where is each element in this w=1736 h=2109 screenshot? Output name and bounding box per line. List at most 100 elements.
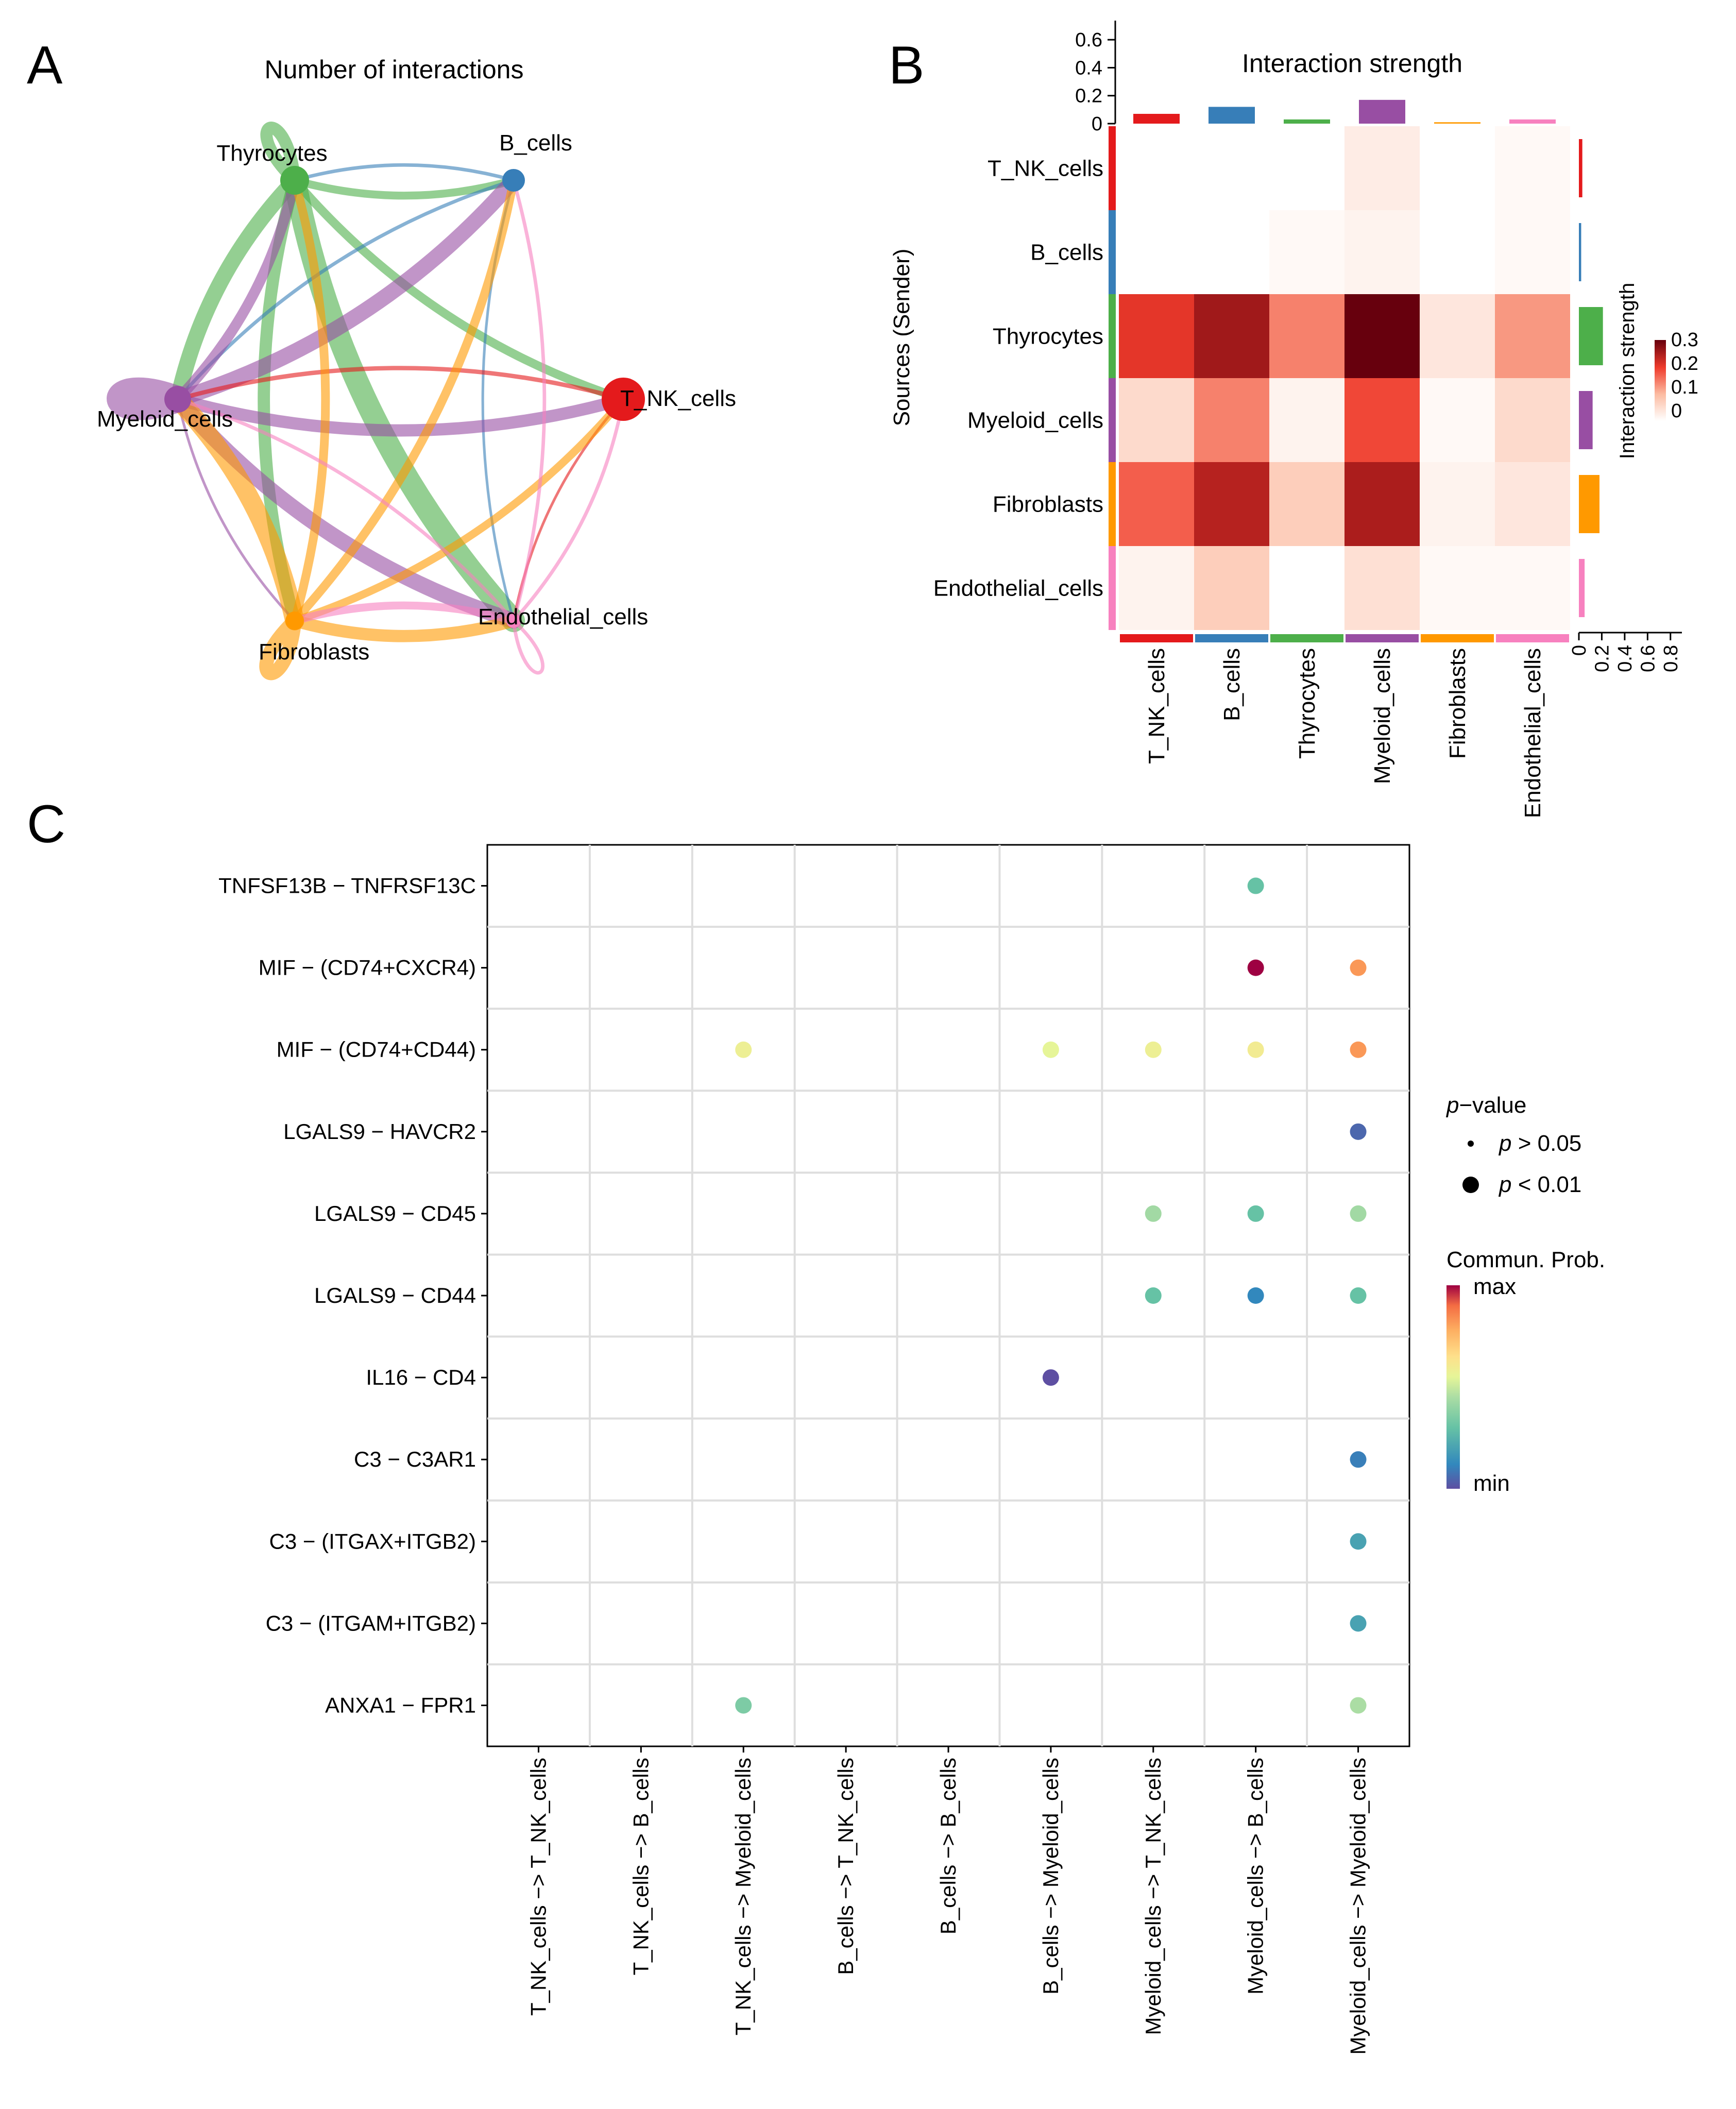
heatmap-cell-Fibroblasts-Fibroblasts — [1420, 462, 1495, 546]
dot-r2-c8 — [1350, 1041, 1367, 1058]
top-axis-label-0: 0 — [1092, 113, 1102, 135]
dotplot-col-label-8: Myeloid_cells −> Myeloid_cells — [1346, 1758, 1370, 2055]
heatmap-cell-Endothelial_cells-B_cells — [1194, 546, 1269, 630]
heatmap-cell-Myeloid_cells-T_NK_cells — [1119, 378, 1194, 462]
dotplot-col-label-5: B_cells −> Myeloid_cells — [1039, 1758, 1063, 1995]
dotplot-column-labels: T_NK_cells −> T_NK_cells T_NK_cells −> B_… — [526, 1746, 1370, 2055]
dotplot-points — [735, 877, 1367, 1714]
node-label-Thyrocytes: Thyrocytes — [216, 141, 327, 166]
panel-a-letter: A — [27, 36, 63, 95]
heatmap-cell-Myeloid_cells-Fibroblasts — [1420, 378, 1495, 462]
row-sum-bar-B_cells — [1579, 223, 1581, 281]
commun-prob-min-label: min — [1473, 1471, 1510, 1496]
edge-Thyrocytes-to-B_cells — [291, 176, 518, 200]
heatmap-col-label-Thyrocytes: Thyrocytes — [1295, 648, 1320, 759]
heatmap-row-color-Myeloid_cells — [1109, 378, 1116, 462]
dotplot-col-label-4: B_cells −> B_cells — [936, 1758, 960, 1934]
dotplot-row-label-5: LGALS9 − CD44 — [314, 1283, 476, 1307]
heatmap-row-label-Myeloid_cells: Myeloid_cells — [967, 408, 1103, 433]
heatmap-cell-T_NK_cells-Myeloid_cells — [1344, 126, 1420, 210]
dotplot-col-label-2: T_NK_cells −> Myeloid_cells — [731, 1758, 755, 2035]
dot-r7-c8 — [1350, 1451, 1367, 1468]
heatmap-cell-B_cells-Thyrocytes — [1269, 210, 1344, 294]
node-Myeloid_cells — [164, 386, 191, 413]
right-axis-label-3: 0.6 — [1637, 645, 1659, 672]
edge-Thyrocytes-self — [260, 122, 301, 186]
heatmap-legend-tick-0: 0.3 — [1671, 329, 1698, 351]
dotplot-row-label-7: C3 − C3AR1 — [354, 1447, 476, 1471]
heatmap-legend: 0.3 0.2 0.1 0 Interaction strength — [1616, 283, 1698, 459]
dotplot-col-label-7: Myeloid_cells −> B_cells — [1244, 1758, 1268, 1995]
heatmap-cell-T_NK_cells-B_cells — [1194, 126, 1269, 210]
heatmap-cell-Thyrocytes-Fibroblasts — [1420, 294, 1495, 378]
network-title: Number of interactions — [264, 55, 523, 84]
dot-r10-c2 — [735, 1697, 752, 1714]
right-axis-label-4: 0.8 — [1660, 645, 1682, 672]
dotplot-row-label-4: LGALS9 − CD45 — [314, 1201, 476, 1226]
dot-r5-c8 — [1350, 1287, 1367, 1304]
heatmap-row-sum-bars — [1579, 139, 1603, 617]
panel-b-letter: B — [889, 36, 924, 95]
heatmap-legend-colorbar — [1655, 340, 1666, 421]
node-Fibroblasts — [285, 611, 304, 630]
heatmap-cell-Fibroblasts-B_cells — [1194, 462, 1269, 546]
edge-Myeloid_cells-to-T_NK_cells — [172, 393, 629, 437]
dotplot-row-label-10: ANXA1 − FPR1 — [325, 1693, 476, 1717]
edge-Fibroblasts-to-Endothelial_cells — [288, 615, 520, 642]
dotplot-legend: p−value p > 0.05 p < 0.01 Commun. Prob. … — [1445, 1093, 1605, 1496]
heatmap-cell-Endothelial_cells-Fibroblasts — [1420, 546, 1495, 630]
node-B_cells — [502, 169, 525, 192]
node-label-Endothelial_cells: Endothelial_cells — [478, 604, 648, 630]
edge-Myeloid_cells-to-Fibroblasts — [176, 398, 296, 622]
dotplot-col-label-6: Myeloid_cells −> T_NK_cells — [1141, 1758, 1165, 2035]
right-axis-label-1: 0.2 — [1591, 645, 1613, 672]
node-label-Fibroblasts: Fibroblasts — [259, 639, 369, 665]
dot-r10-c8 — [1350, 1697, 1367, 1714]
dotplot-row-label-2: MIF − (CD74+CD44) — [277, 1038, 476, 1062]
dot-r5-c6 — [1145, 1287, 1162, 1304]
heatmap-cell-B_cells-T_NK_cells — [1119, 210, 1194, 294]
heatmap-cell-Myeloid_cells-Thyrocytes — [1269, 378, 1344, 462]
row-sum-bar-Thyrocytes — [1579, 307, 1603, 365]
heatmap-col-label-B_cells: B_cells — [1219, 648, 1245, 721]
commun-prob-colorbar — [1446, 1285, 1460, 1489]
heatmap-row-label-Endothelial_cells: Endothelial_cells — [933, 576, 1103, 601]
heatmap-col-color-Endothelial_cells — [1496, 634, 1569, 642]
heatmap-cell-Thyrocytes-T_NK_cells — [1119, 294, 1194, 378]
row-sum-bar-T_NK_cells — [1579, 139, 1582, 197]
pvalue-legend-title: p−value — [1445, 1093, 1526, 1118]
dotplot-col-label-1: T_NK_cells −> B_cells — [628, 1758, 653, 1976]
dotplot-row-label-0: TNFSF13B − TNFRSF13C — [218, 874, 476, 898]
dot-r1-c7 — [1247, 959, 1264, 976]
dot-r2-c2 — [735, 1041, 752, 1058]
pvalue-legend-large-dot — [1462, 1177, 1479, 1193]
dot-r5-c7 — [1247, 1287, 1264, 1304]
panel-c-letter: C — [27, 794, 65, 854]
edge-Endothelial_cells-to-Myeloid_cells — [176, 397, 516, 623]
heatmap-cell-T_NK_cells-Fibroblasts — [1420, 126, 1495, 210]
heatmap-col-label-Endothelial_cells: Endothelial_cells — [1520, 648, 1545, 818]
dot-r6-c5 — [1042, 1369, 1059, 1386]
node-label-T_NK_cells: T_NK_cells — [620, 386, 736, 411]
dot-r2-c5 — [1042, 1041, 1059, 1058]
heatmap-column-labels: T_NK_cells B_cells Thyrocytes Myeloid_cells… — [1144, 648, 1545, 818]
dotplot-col-label-3: B_cells −> T_NK_cells — [833, 1758, 858, 1975]
edge-Endothelial_cells-to-Fibroblasts — [291, 601, 518, 625]
dot-r9-c8 — [1350, 1615, 1367, 1632]
dot-r0-c7 — [1247, 877, 1264, 894]
row-sum-bar-Fibroblasts — [1579, 475, 1599, 533]
heatmap-cell-Thyrocytes-B_cells — [1194, 294, 1269, 378]
right-axis-label-0: 0 — [1569, 645, 1590, 656]
heatmap-cell-Fibroblasts-Endothelial_cells — [1495, 462, 1570, 546]
heatmap-cell-Thyrocytes-Endothelial_cells — [1495, 294, 1570, 378]
edge-Endothelial_cells-self — [512, 619, 544, 675]
heatmap-row-color-B_cells — [1109, 210, 1116, 294]
node-T_NK_cells — [602, 378, 645, 421]
edge-B_cells-to-Thyrocytes — [293, 163, 516, 182]
heatmap-col-label-Fibroblasts: Fibroblasts — [1445, 648, 1470, 759]
edge-T_NK_cells-to-Endothelial_cells — [512, 398, 625, 622]
edge-Fibroblasts-self — [259, 614, 302, 681]
node-Endothelial_cells — [506, 614, 521, 628]
heatmap-row-color-Thyrocytes — [1109, 294, 1116, 378]
